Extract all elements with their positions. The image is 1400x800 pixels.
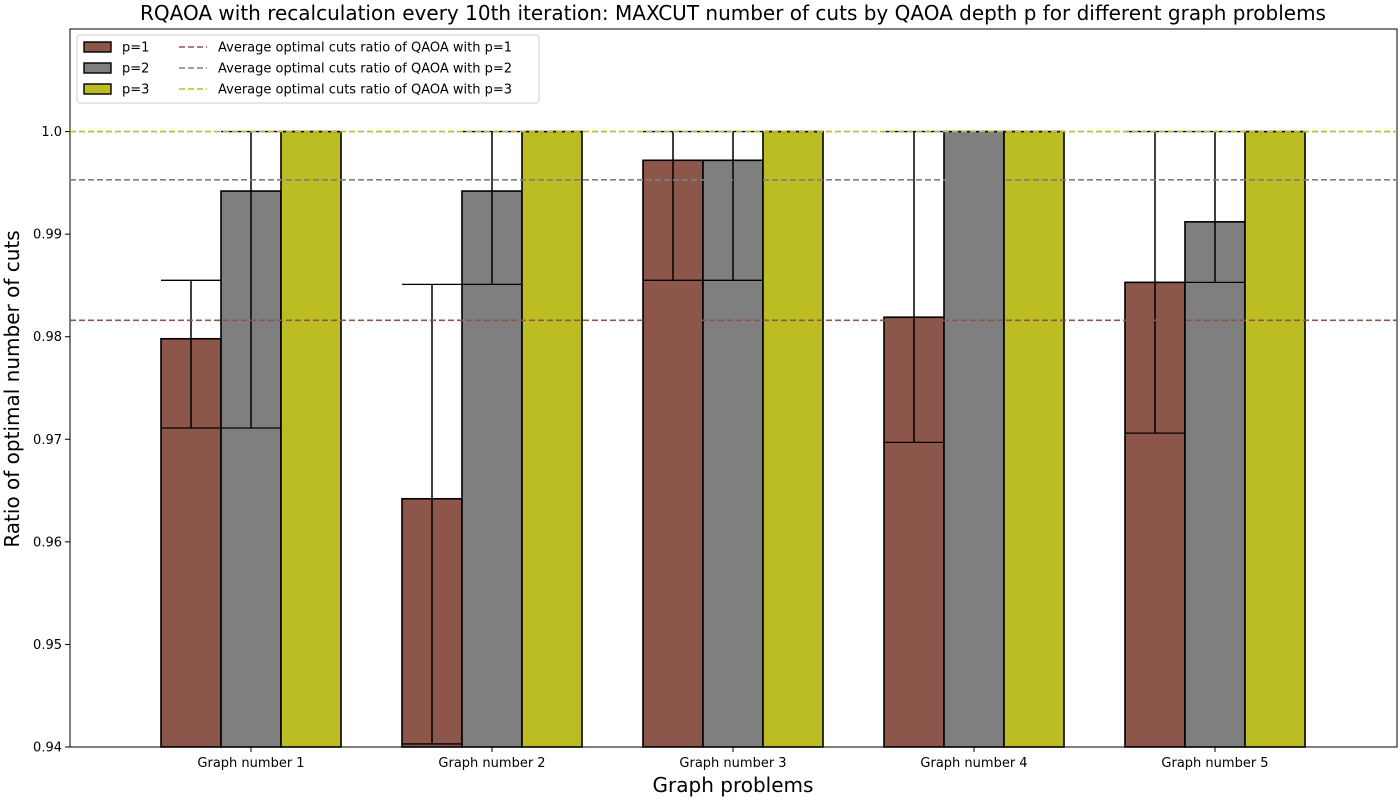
y-axis-label: Ratio of optimal number of cuts (0, 230, 24, 547)
bar-p3-graph-2 (521, 130, 583, 748)
x-tick-label: Graph number 4 (920, 756, 1027, 771)
legend: p=1 p=2 p=3 Average optimal cuts ratio of Q… (76, 34, 540, 104)
x-tick-label: Graph number 3 (679, 756, 786, 771)
x-tick-label: Graph number 2 (438, 756, 545, 771)
legend-frame (76, 34, 540, 104)
y-tick-label: 1.0 (41, 125, 62, 140)
legend-swatch-p2 (83, 62, 112, 74)
y-tick-label: 0.97 (33, 433, 62, 448)
y-tick-label: 0.99 (33, 228, 62, 243)
bar-p3-graph-1 (280, 130, 342, 748)
y-tick-label: 0.98 (33, 330, 62, 345)
x-axis-label: Graph problems (653, 773, 814, 797)
x-tick-label: Graph number 1 (197, 756, 304, 771)
bar-p2-graph-5 (1184, 221, 1246, 748)
chart-title: RQAOA with recalculation every 10th iter… (140, 1, 1326, 25)
bar-p2-graph-4 (943, 130, 1005, 748)
legend-label: Average optimal cuts ratio of QAOA with … (218, 41, 512, 56)
legend-label: p=1 (122, 41, 149, 56)
legend-label: Average optimal cuts ratio of QAOA with … (218, 83, 512, 98)
legend-swatch-p1 (83, 41, 112, 53)
x-tick-label: Graph number 5 (1161, 756, 1268, 771)
legend-label: p=2 (122, 62, 149, 77)
y-tick-label: 0.95 (33, 638, 62, 653)
legend-swatch-p3 (83, 83, 112, 95)
y-tick-label: 0.94 (33, 741, 62, 756)
bar-p3-graph-3 (762, 130, 824, 748)
legend-label: Average optimal cuts ratio of QAOA with … (218, 62, 512, 77)
legend-label: p=3 (122, 83, 149, 98)
y-tick-label: 0.96 (33, 535, 62, 550)
bar-p3-graph-5 (1244, 130, 1306, 748)
plot-area: 0.94 0.95 0.96 0.97 0.98 0.99 1.0 Graph number … (33, 28, 1398, 771)
bar-p3-graph-4 (1003, 130, 1065, 748)
